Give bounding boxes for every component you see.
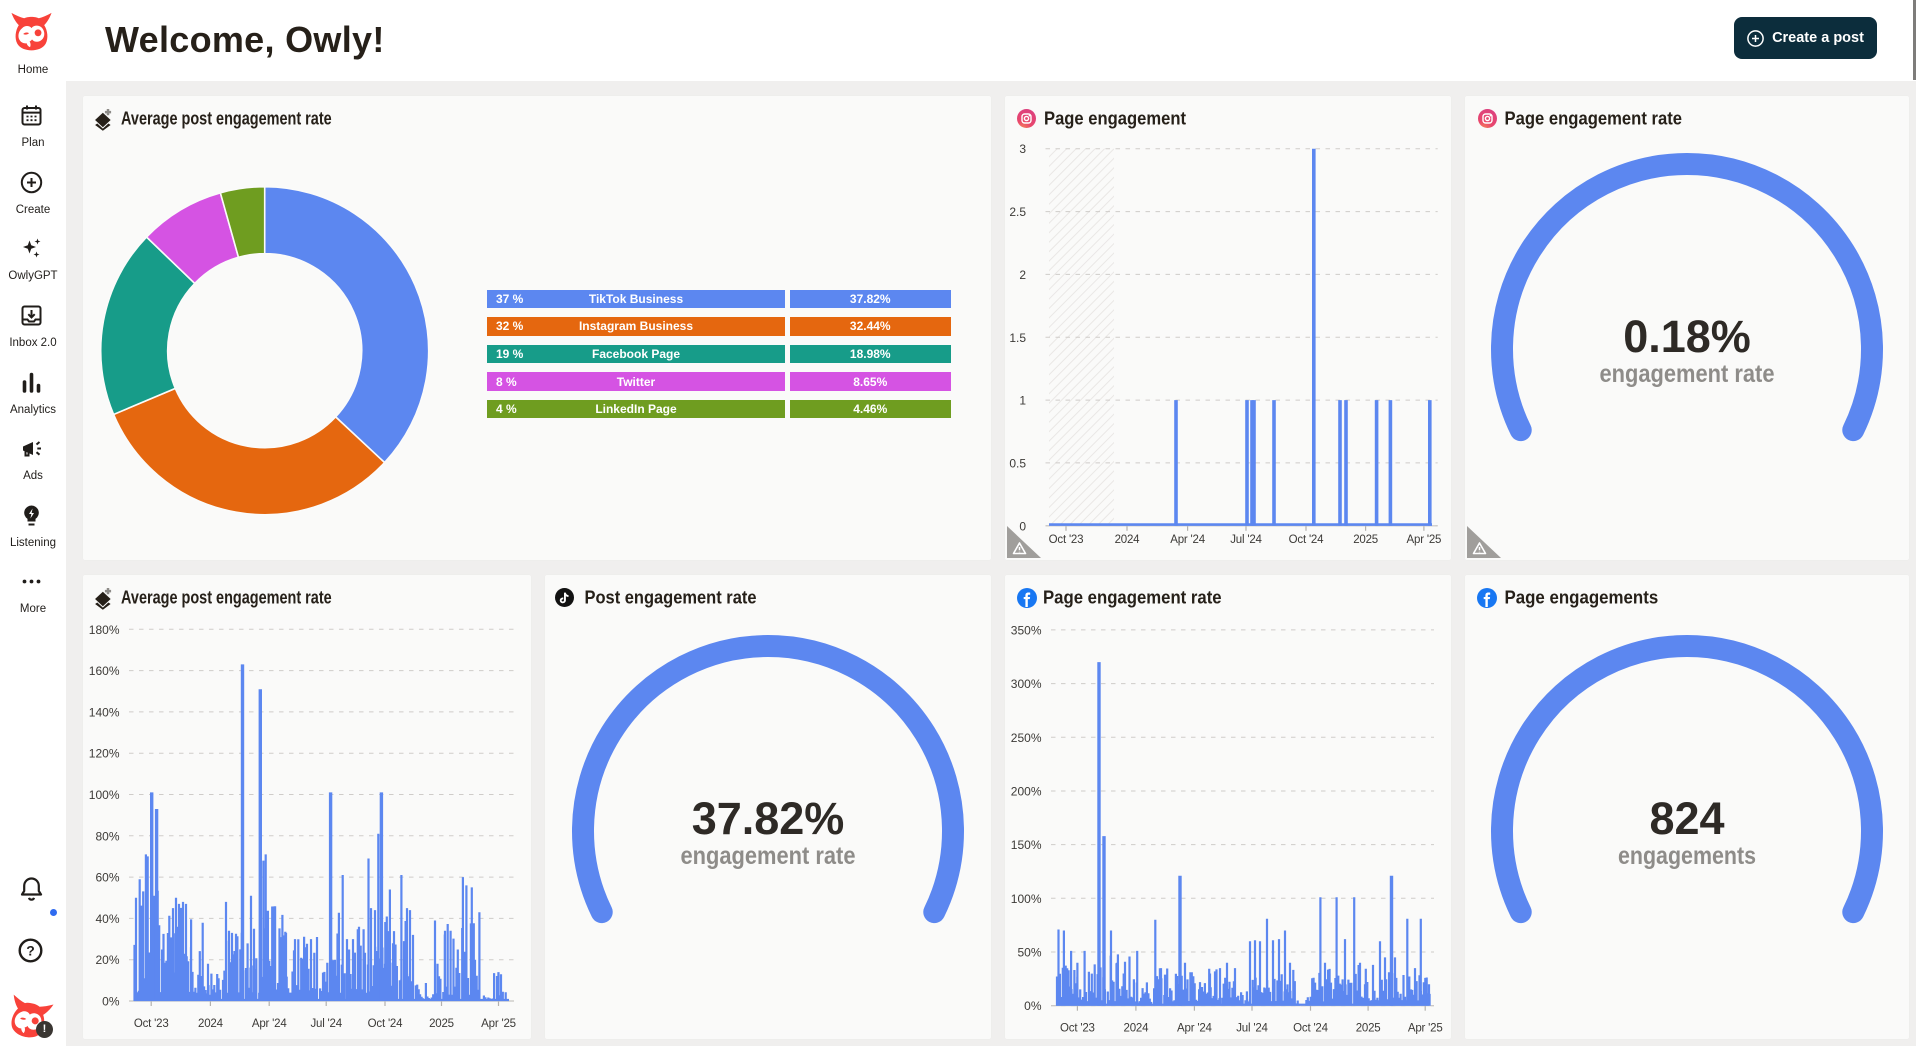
svg-text:engagements: engagements xyxy=(1618,842,1756,870)
svg-text:2024: 2024 xyxy=(1115,534,1141,546)
svg-text:Apr '25: Apr '25 xyxy=(481,1018,516,1030)
svg-text:2025: 2025 xyxy=(1356,1023,1381,1035)
svg-text:3: 3 xyxy=(1019,142,1026,156)
svg-text:Average post engagement rate: Average post engagement rate xyxy=(121,108,332,129)
svg-text:?: ? xyxy=(26,943,35,959)
svg-text:200%: 200% xyxy=(1011,785,1042,799)
svg-text:2024: 2024 xyxy=(198,1018,224,1030)
svg-text:Jul '24: Jul '24 xyxy=(1236,1023,1268,1035)
svg-text:Oct '23: Oct '23 xyxy=(134,1018,169,1030)
svg-text:140%: 140% xyxy=(89,705,120,719)
svg-text:300%: 300% xyxy=(1011,677,1042,691)
svg-text:2: 2 xyxy=(1019,268,1026,282)
svg-text:Post engagement rate: Post engagement rate xyxy=(585,587,757,608)
svg-text:2.5: 2.5 xyxy=(1009,205,1026,219)
svg-text:0.5: 0.5 xyxy=(1009,456,1026,470)
svg-text:Oct '23: Oct '23 xyxy=(1060,1023,1095,1035)
svg-text:40%: 40% xyxy=(95,912,119,926)
svg-text:Apr '25: Apr '25 xyxy=(1408,1023,1443,1035)
svg-text:160%: 160% xyxy=(89,664,120,678)
svg-text:824: 824 xyxy=(1649,793,1724,844)
svg-text:150%: 150% xyxy=(1011,838,1042,852)
svg-text:80%: 80% xyxy=(95,829,119,843)
svg-text:0.18%: 0.18% xyxy=(1623,311,1751,362)
svg-text:Apr '24: Apr '24 xyxy=(1170,534,1205,546)
svg-text:37.82%: 37.82% xyxy=(692,793,845,844)
svg-text:100%: 100% xyxy=(1011,892,1042,906)
svg-text:100%: 100% xyxy=(89,788,120,802)
svg-text:Oct '24: Oct '24 xyxy=(368,1018,403,1030)
svg-text:0: 0 xyxy=(1019,519,1026,533)
svg-text:2025: 2025 xyxy=(1353,534,1378,546)
svg-text:Page engagement rate: Page engagement rate xyxy=(1505,108,1683,129)
svg-text:Page engagement rate: Page engagement rate xyxy=(1043,587,1222,608)
svg-text:Page engagement: Page engagement xyxy=(1044,108,1186,129)
svg-text:Oct '23: Oct '23 xyxy=(1049,534,1084,546)
svg-text:Jul '24: Jul '24 xyxy=(310,1018,342,1030)
svg-text:0%: 0% xyxy=(102,995,120,1009)
svg-text:180%: 180% xyxy=(89,623,120,637)
svg-text:2025: 2025 xyxy=(429,1018,454,1030)
svg-text:120%: 120% xyxy=(89,747,120,761)
svg-text:20%: 20% xyxy=(95,953,119,967)
svg-text:Apr '24: Apr '24 xyxy=(1177,1023,1212,1035)
svg-text:60%: 60% xyxy=(95,871,119,885)
svg-text:50%: 50% xyxy=(1017,946,1041,960)
svg-text:engagement rate: engagement rate xyxy=(1600,360,1775,388)
svg-text:1: 1 xyxy=(1019,394,1026,408)
svg-text:Oct '24: Oct '24 xyxy=(1289,534,1324,546)
svg-text:350%: 350% xyxy=(1011,623,1042,637)
svg-text:Jul '24: Jul '24 xyxy=(1230,534,1262,546)
svg-text:engagement rate: engagement rate xyxy=(681,842,856,870)
svg-text:Oct '24: Oct '24 xyxy=(1293,1023,1328,1035)
svg-text:2024: 2024 xyxy=(1124,1023,1150,1035)
svg-text:Average post engagement rate: Average post engagement rate xyxy=(121,587,332,608)
svg-text:Apr '25: Apr '25 xyxy=(1407,534,1442,546)
svg-text:1.5: 1.5 xyxy=(1009,331,1026,345)
svg-text:Apr '24: Apr '24 xyxy=(252,1018,287,1030)
svg-text:Page engagements: Page engagements xyxy=(1505,587,1659,608)
svg-text:250%: 250% xyxy=(1011,731,1042,745)
svg-text:0%: 0% xyxy=(1024,999,1042,1013)
